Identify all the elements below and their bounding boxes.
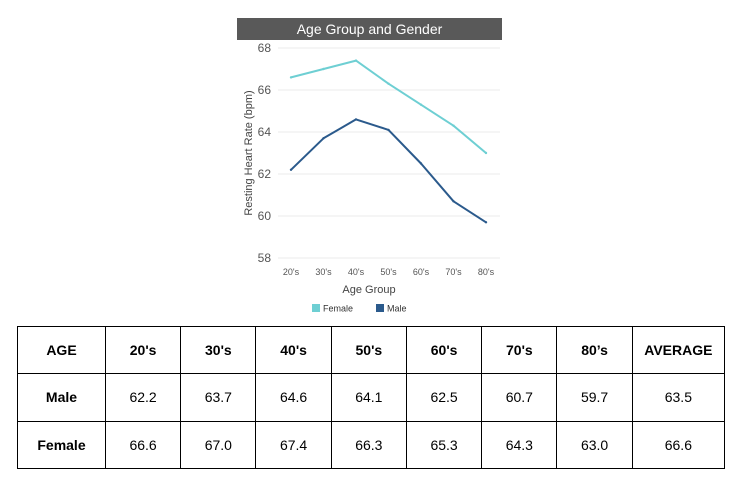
table-cell: 67.0 (180, 420, 257, 470)
series-layer (289, 59, 488, 224)
data-point-female (452, 124, 455, 127)
x-tick-label: 40's (348, 267, 365, 277)
table-header-cell: 20's (104, 325, 182, 375)
table-cell: 64.1 (330, 373, 407, 422)
table-header-cell: AGE (17, 325, 106, 375)
data-point-male (289, 168, 293, 171)
y-tick-label: 64 (258, 125, 272, 139)
table-cell: 66.6 (631, 420, 726, 470)
data-point-female (289, 76, 293, 79)
x-tick-label: 80's (478, 267, 495, 277)
data-point-male (419, 162, 423, 165)
x-tick-label: 20's (283, 267, 300, 277)
legend-label: Female (323, 304, 353, 314)
table-row: Male 62.2 63.7 64.6 64.1 62.5 60.7 59.7 63.5 (17, 373, 726, 422)
x-axis-ticks: 20's 30's 40's 50's 60's 70's 80's (283, 267, 495, 277)
x-tick-label: 60's (413, 267, 430, 277)
table-cell: 66.3 (330, 420, 407, 470)
data-point-female (484, 151, 488, 155)
data-point-male (484, 221, 488, 224)
table-cell: 63.5 (631, 373, 726, 422)
data-point-female (419, 103, 423, 106)
legend: Female Male (312, 304, 407, 314)
data-table: AGE 20's 30's 40's 50's 60's 70's 80’s AVERAGE Ma… (17, 325, 726, 470)
data-point-female (354, 59, 358, 62)
table-header-cell: 70's (481, 325, 558, 375)
chart-title-band (237, 18, 502, 40)
table-cell: 64.6 (255, 373, 332, 422)
legend-swatch (312, 304, 320, 312)
x-tick-label: 70's (445, 267, 462, 277)
table-cell: 62.2 (104, 373, 182, 422)
table-header-cell: 50's (330, 325, 407, 375)
y-tick-label: 66 (258, 83, 272, 97)
line-chart: Age Group and Gender 58 60 62 64 66 68 20's 30… (237, 18, 502, 314)
table-cell: 64.3 (481, 420, 558, 470)
table-header-cell: 80’s (556, 325, 633, 375)
table-header-cell: AVERAGE (631, 325, 726, 375)
table-cell: 66.6 (104, 420, 182, 470)
data-point-male (452, 200, 455, 203)
data-point-male (387, 128, 390, 132)
y-tick-label: 58 (258, 251, 272, 265)
y-tick-label: 60 (258, 209, 272, 223)
table-row-label: Male (17, 373, 106, 422)
table-header-row: AGE 20's 30's 40's 50's 60's 70's 80’s AVERAGE (17, 325, 726, 375)
table-body: AGE 20's 30's 40's 50's 60's 70's 80’s AVERAGE Ma… (17, 325, 726, 470)
data-point-female (322, 67, 325, 71)
x-tick-label: 50's (380, 267, 397, 277)
y-axis-label: Resting Heart Rate (bpm) (243, 90, 255, 215)
x-axis-label: Age Group (342, 284, 395, 296)
legend-swatch (376, 304, 384, 312)
legend-label: Male (387, 304, 407, 314)
table-cell: 67.4 (255, 420, 332, 470)
data-point-female (387, 82, 390, 85)
table-header-cell: 40's (255, 325, 332, 375)
y-axis-ticks: 58 60 62 64 66 68 (258, 41, 272, 265)
y-tick-label: 68 (258, 41, 272, 55)
table-row-label: Female (17, 420, 106, 470)
grid-layer (278, 47, 500, 259)
series-line-male (290, 118, 487, 224)
table-row: Female 66.6 67.0 67.4 66.3 65.3 64.3 63.0 66.6 (17, 420, 726, 470)
table-header-cell: 30's (180, 325, 257, 375)
table-cell: 65.3 (405, 420, 483, 470)
data-point-male (322, 137, 325, 140)
data-point-male (354, 118, 358, 121)
table-cell: 63.0 (556, 420, 633, 470)
table-cell: 63.7 (180, 373, 257, 422)
table-cell: 60.7 (481, 373, 558, 422)
series-line-female (290, 59, 487, 154)
table-cell: 59.7 (556, 373, 633, 422)
x-tick-label: 30's (315, 267, 332, 277)
table-header-cell: 60's (405, 325, 483, 375)
table-cell: 62.5 (405, 373, 483, 422)
chart-title: Age Group and Gender (297, 21, 443, 37)
y-tick-label: 62 (258, 167, 272, 181)
